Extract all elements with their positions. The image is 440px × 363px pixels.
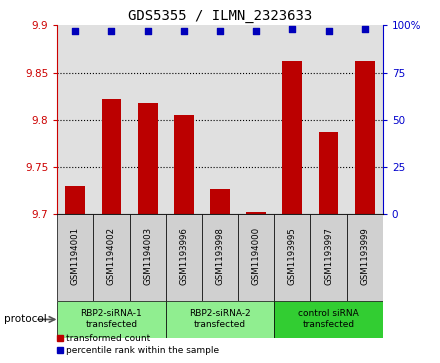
Bar	[57, 214, 93, 301]
Bar	[355, 61, 375, 214]
Legend: transformed count, percentile rank within the sample: transformed count, percentile rank withi…	[53, 331, 223, 359]
Text: GSM1194003: GSM1194003	[143, 227, 152, 285]
Text: GSM1194000: GSM1194000	[252, 227, 260, 285]
Point	[216, 28, 224, 34]
Text: GSM1193999: GSM1193999	[360, 227, 369, 285]
Bar	[102, 99, 121, 214]
Bar	[129, 214, 166, 301]
Bar	[174, 115, 194, 214]
Text: GSM1193995: GSM1193995	[288, 227, 297, 285]
Text: RBP2-siRNA-1
transfected: RBP2-siRNA-1 transfected	[81, 309, 143, 330]
Bar	[138, 103, 158, 214]
Point	[253, 28, 260, 34]
Bar	[319, 132, 338, 214]
Bar	[57, 301, 166, 338]
Bar	[202, 214, 238, 301]
Bar	[93, 214, 129, 301]
Bar	[66, 186, 85, 214]
Text: GSM1193998: GSM1193998	[216, 227, 224, 285]
Text: GSM1193996: GSM1193996	[180, 227, 188, 285]
Bar	[210, 189, 230, 214]
Text: RBP2-siRNA-2
transfected: RBP2-siRNA-2 transfected	[189, 309, 251, 330]
Text: protocol: protocol	[4, 314, 47, 325]
Text: GSM1194001: GSM1194001	[71, 227, 80, 285]
Bar	[274, 301, 383, 338]
Bar	[246, 212, 266, 214]
Point	[289, 26, 296, 32]
Bar	[347, 214, 383, 301]
Text: GSM1193997: GSM1193997	[324, 227, 333, 285]
Point	[361, 26, 368, 32]
Point	[108, 28, 115, 34]
Point	[325, 28, 332, 34]
Bar	[238, 214, 274, 301]
Bar	[166, 214, 202, 301]
Bar	[166, 301, 274, 338]
Bar	[274, 214, 311, 301]
Bar	[282, 61, 302, 214]
Bar	[311, 214, 347, 301]
Text: control siRNA
transfected: control siRNA transfected	[298, 309, 359, 330]
Point	[72, 28, 79, 34]
Point	[180, 28, 187, 34]
Point	[144, 28, 151, 34]
Title: GDS5355 / ILMN_2323633: GDS5355 / ILMN_2323633	[128, 9, 312, 23]
Text: GSM1194002: GSM1194002	[107, 227, 116, 285]
